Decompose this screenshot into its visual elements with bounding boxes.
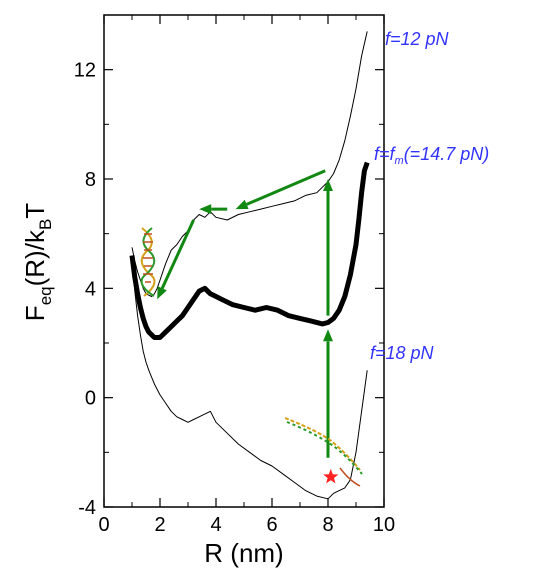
arrow-head-1 <box>323 329 333 342</box>
arrows-group <box>157 169 333 458</box>
x-tick-label-5: 10 <box>373 514 395 536</box>
y-axis-label: Feq(R)/kBT <box>20 203 55 321</box>
x-tick-label-1: 2 <box>154 514 165 536</box>
star-marker <box>323 468 339 484</box>
y-axis-label-tail: T <box>20 203 50 219</box>
y-axis-label-mid: (R)/k <box>20 229 50 286</box>
series-label-fm-main: f=f <box>374 144 397 164</box>
y-tick-label-4: 12 <box>74 60 96 82</box>
y-axis-label-sub2: B <box>36 219 55 230</box>
y-tick-label-3: 8 <box>85 169 96 191</box>
plot-frame <box>103 14 385 508</box>
y-tick-label-0: -4 <box>78 497 96 519</box>
arrow-shaft-2 <box>246 169 326 206</box>
x-tick-label-0: 0 <box>98 514 109 536</box>
arrow-head-0 <box>323 179 333 191</box>
series-label-fm: f=fm(=14.7 pN) <box>374 144 489 167</box>
arrow-head-4 <box>157 286 167 300</box>
x-tick-label-2: 4 <box>210 514 221 536</box>
curves-group <box>129 31 370 500</box>
dna-hairpin-image <box>140 227 156 297</box>
arrow-head-3 <box>199 204 212 215</box>
x-tick-label-4: 8 <box>322 514 333 536</box>
series-label-fm-sub: m <box>395 155 404 167</box>
arrow-head-2 <box>235 199 249 210</box>
y-tick-label-1: 0 <box>85 388 96 410</box>
series-line-0 <box>131 31 368 297</box>
y-tick-label-2: 4 <box>85 278 96 300</box>
series-line-2 <box>131 260 368 500</box>
y-axis-label-main: F <box>20 305 50 321</box>
dna-stretched-image <box>284 417 363 487</box>
arrow-shaft-4 <box>160 219 195 289</box>
series-label-fm-tail: (=14.7 pN) <box>404 144 490 164</box>
y-axis-label-sub1: eq <box>36 286 55 305</box>
series-label-f18: f=18 pN <box>370 343 435 363</box>
series-line-1 <box>129 161 370 340</box>
x-tick-label-3: 6 <box>266 514 277 536</box>
x-axis-label: R (nm) <box>204 538 283 568</box>
series-label-f12: f=12 pN <box>385 29 450 49</box>
marker-group <box>323 468 339 484</box>
